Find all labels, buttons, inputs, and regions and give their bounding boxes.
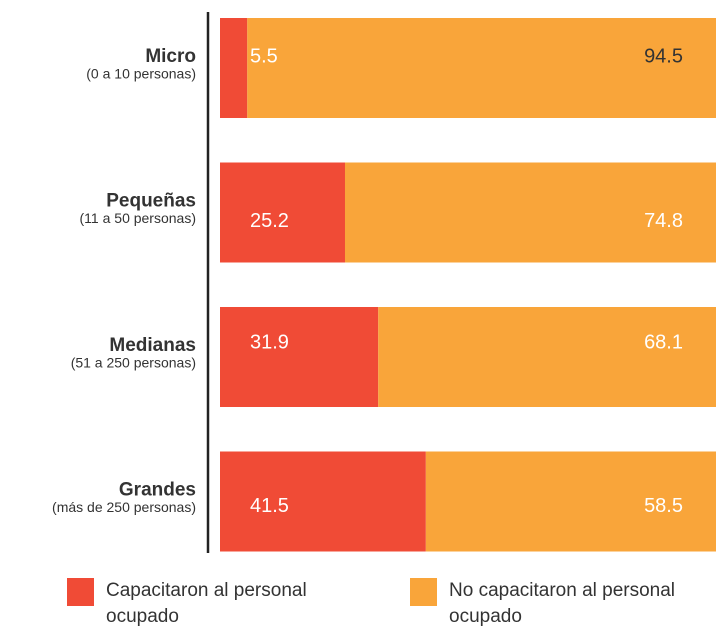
value-label: 68.1 [644,331,683,353]
bar-segment [344,162,716,263]
legend-label: No capacitaron al personal ocupado [449,580,676,626]
bar-segment [425,451,716,552]
bar-segment [220,162,345,263]
category-label: Medianas [109,335,196,356]
category-label: Pequeñas [106,191,196,212]
value-label: 31.9 [250,331,289,353]
bar-segment [378,307,716,407]
bar-segment [220,18,248,118]
category-note: (11 a 50 personas) [80,210,196,226]
value-label: 41.5 [250,495,289,517]
chart: Micro(0 a 10 personas) 5.5 94.5 Pequeñas(11… [52,12,716,553]
bar-segment [220,307,379,407]
value-label: 25.2 [250,210,289,232]
value-label: 58.5 [644,495,683,517]
value-label: 94.5 [644,45,683,67]
category-note: (51 a 250 personas) [71,355,196,371]
category-note: (más de 250 personas) [52,499,196,515]
category-note: (0 a 10 personas) [86,66,196,82]
category-label: Micro [145,46,196,67]
legend-item: No capacitaron al personal ocupado [410,578,725,626]
bar-segment [220,451,426,552]
legend-item: Capacitaron al personal ocupado [67,578,367,626]
category-label: Grandes [119,480,196,501]
value-label: 5.5 [250,45,278,67]
legend-swatch [410,578,437,606]
bar-segment [247,18,716,118]
legend-label: Capacitaron al personal ocupado [106,580,307,626]
value-label: 74.8 [644,210,683,232]
legend-swatch [67,578,94,606]
